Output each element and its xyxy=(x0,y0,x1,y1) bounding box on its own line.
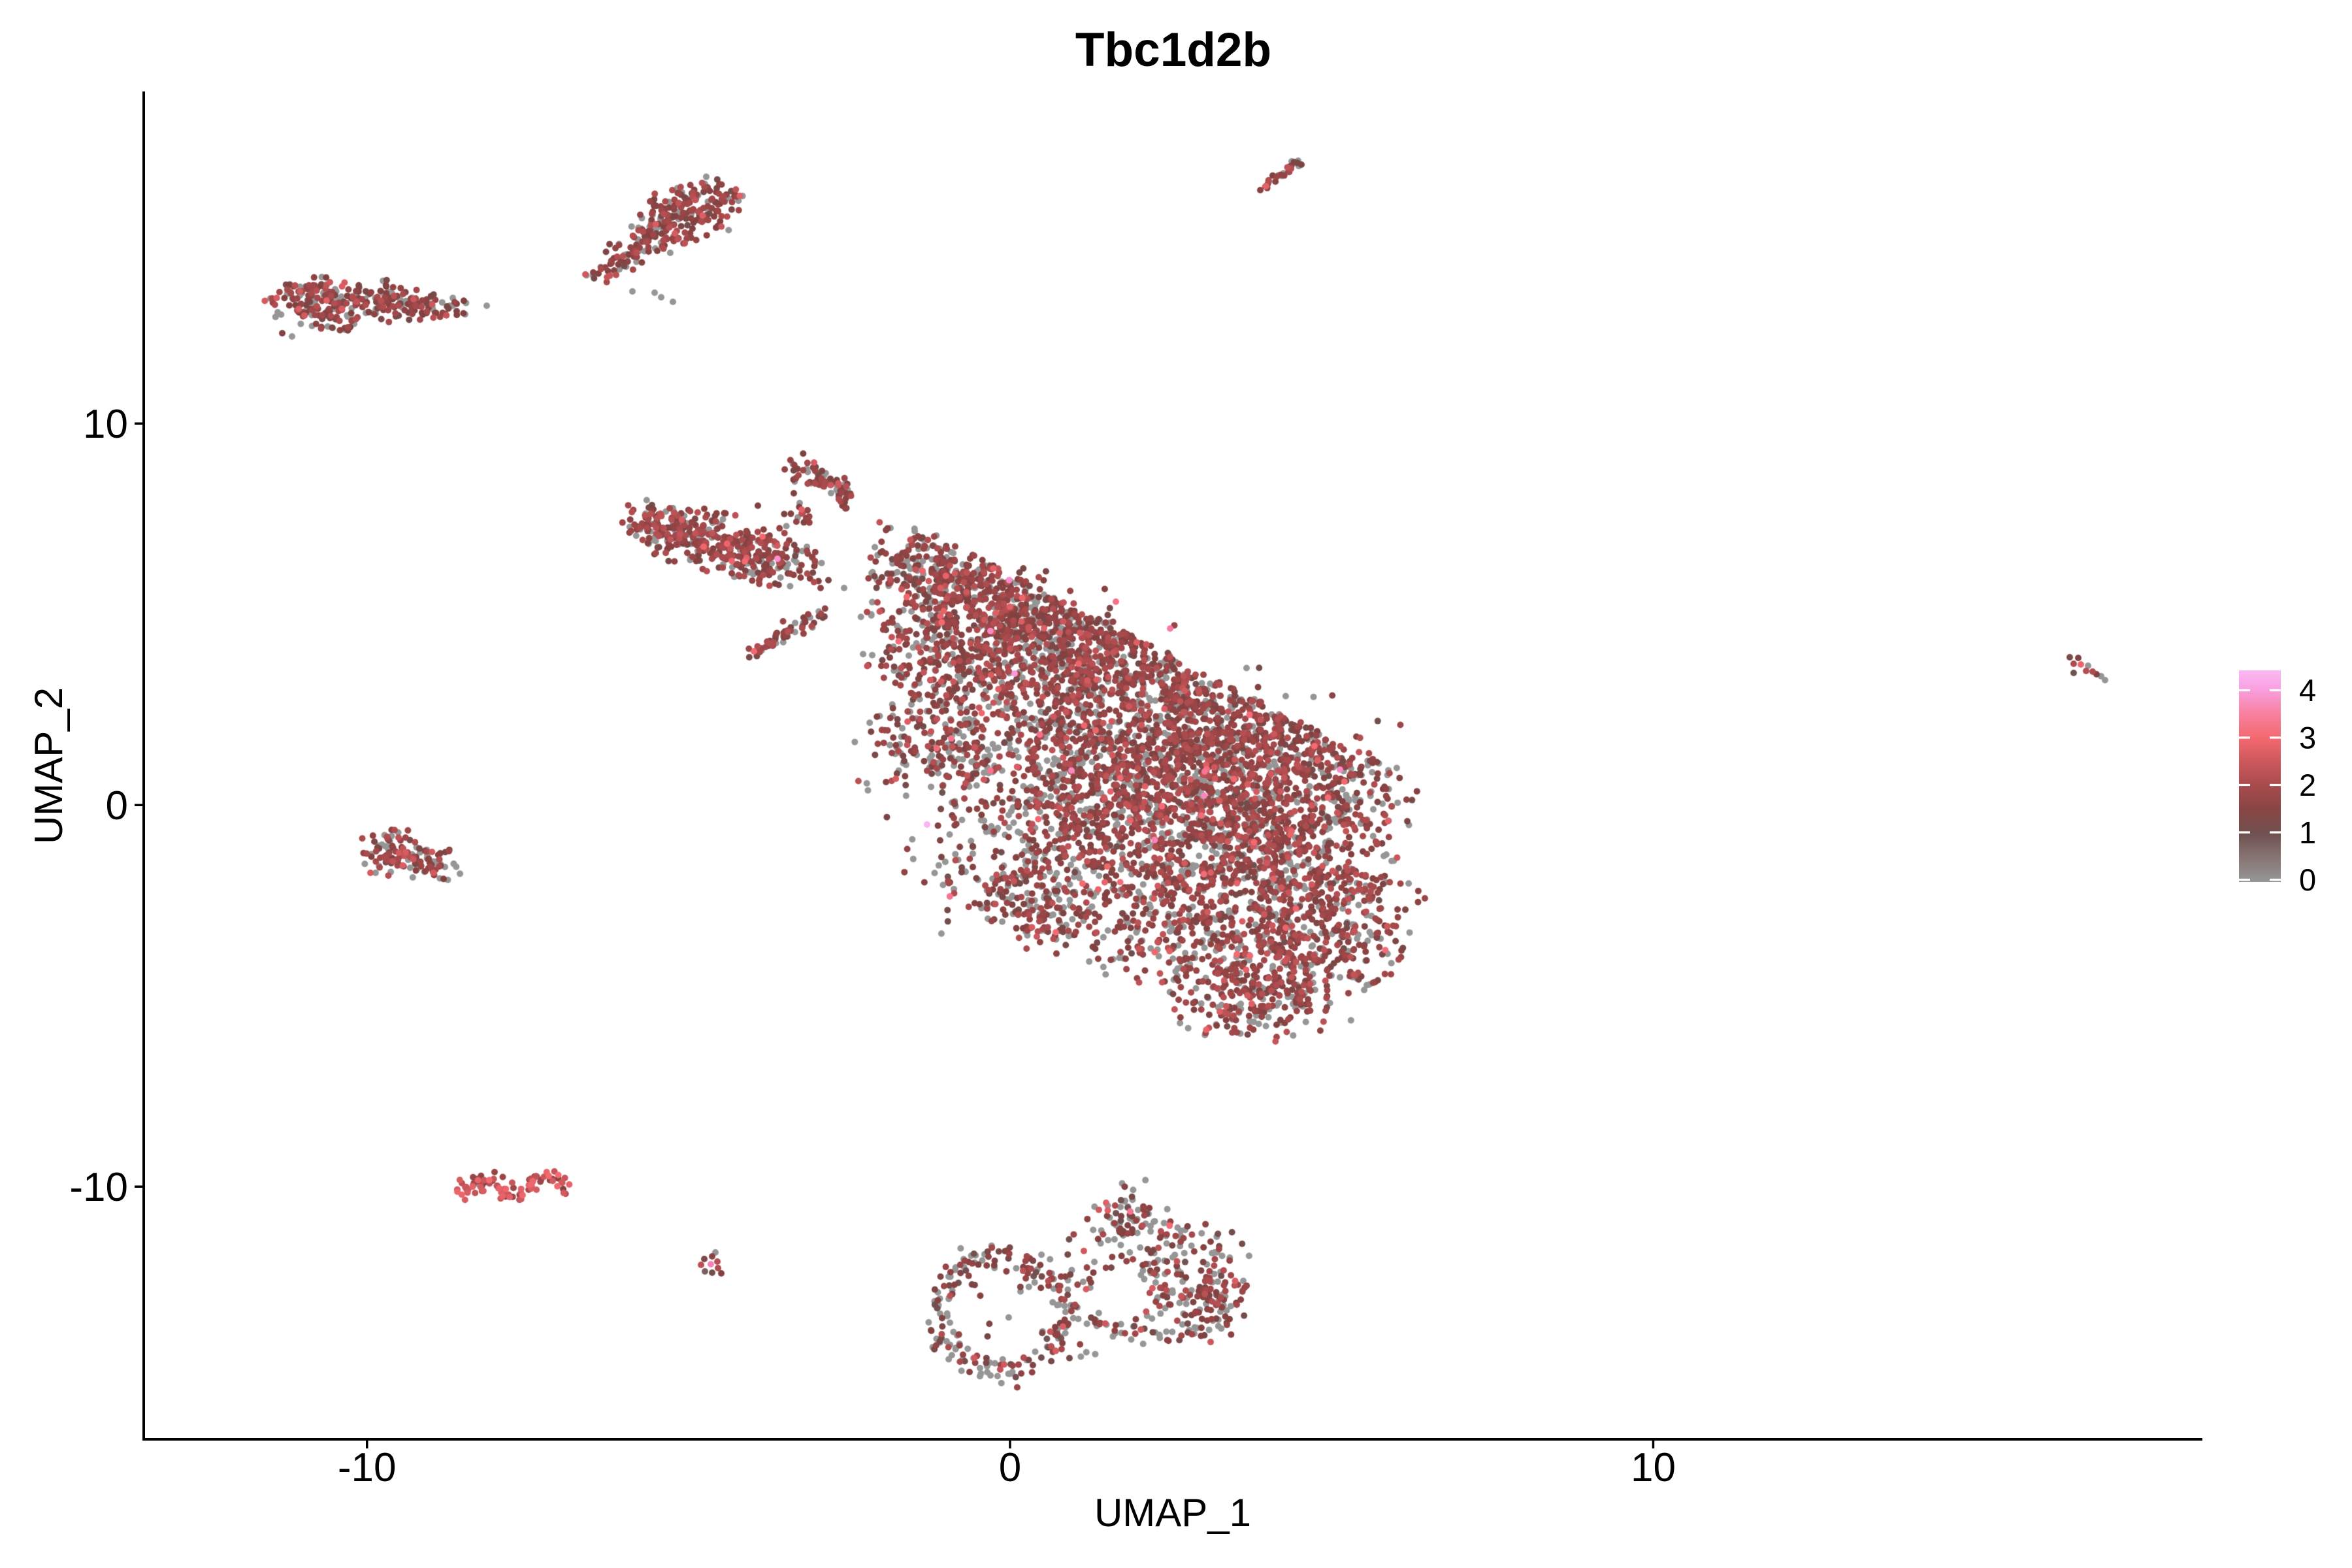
svg-text:Tbc1d2b: Tbc1d2b xyxy=(1075,24,1271,76)
svg-text:UMAP_2: UMAP_2 xyxy=(27,687,71,844)
svg-text:-10: -10 xyxy=(338,1445,397,1490)
svg-text:1: 1 xyxy=(2299,815,2316,850)
svg-text:4: 4 xyxy=(2299,673,2316,708)
svg-text:-10: -10 xyxy=(69,1165,128,1210)
svg-text:2: 2 xyxy=(2299,768,2316,802)
svg-text:0: 0 xyxy=(999,1445,1021,1490)
svg-text:10: 10 xyxy=(83,402,128,447)
svg-text:3: 3 xyxy=(2299,721,2316,755)
svg-text:0: 0 xyxy=(106,783,128,828)
svg-text:0: 0 xyxy=(2299,862,2316,897)
svg-text:10: 10 xyxy=(1631,1445,1676,1490)
svg-text:UMAP_1: UMAP_1 xyxy=(1094,1491,1251,1535)
